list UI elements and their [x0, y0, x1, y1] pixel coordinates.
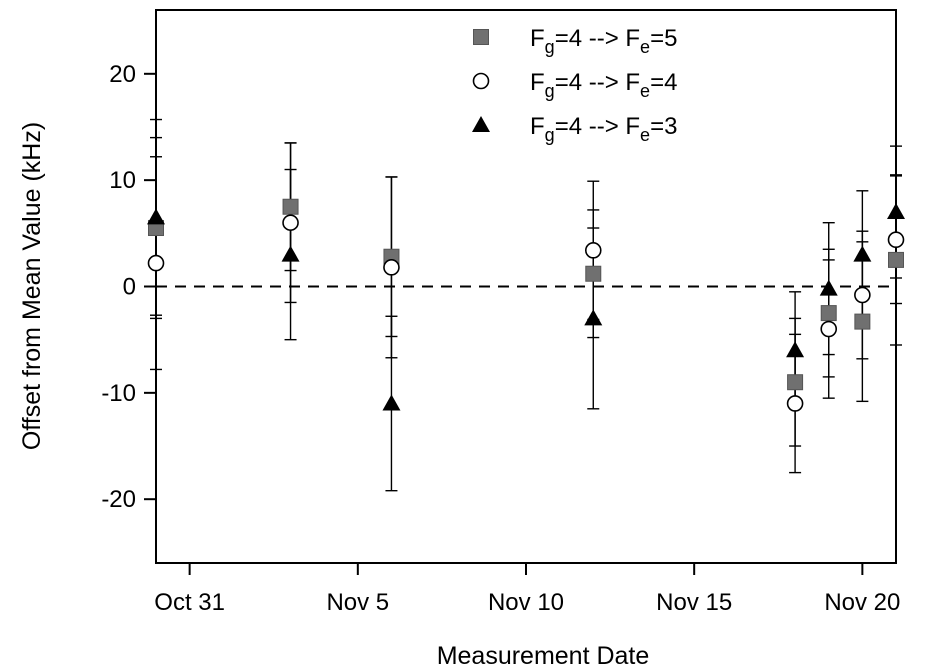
legend-circle-marker [472, 72, 490, 90]
triangle-point [819, 279, 838, 296]
square-point [282, 198, 299, 215]
y-tick-label: -20 [101, 486, 136, 513]
circle-point [854, 286, 871, 304]
legend-item: Fg=4 --> Fe=3 [472, 113, 677, 145]
legend-item: Fg=4 --> Fe=5 [473, 25, 677, 57]
legend-label: Fg=4 --> Fe=5 [530, 25, 677, 57]
legend-item: Fg=4 --> Fe=4 [472, 69, 677, 101]
circle-point [887, 231, 905, 249]
triangle-point [147, 208, 165, 225]
square-point [585, 265, 602, 282]
circle-point [147, 254, 165, 272]
x-axis-label: Measurement Date [437, 642, 650, 670]
triangle-point [584, 309, 603, 326]
series-triangle-points [147, 203, 905, 411]
triangle-point [853, 245, 872, 262]
circle-point [282, 214, 299, 231]
y-axis-label: Offset from Mean Value (kHz) [18, 122, 46, 450]
legend-triangle-marker [472, 116, 490, 132]
y-tick-label: -10 [101, 380, 136, 407]
x-tick-label: Nov 20 [824, 589, 900, 616]
square-point [888, 251, 904, 268]
triangle-point [786, 341, 805, 358]
triangle-point [887, 203, 905, 220]
legend-label: Fg=4 --> Fe=4 [530, 69, 677, 101]
square-point [787, 374, 804, 391]
legend-square-marker [473, 29, 489, 45]
square-point [820, 305, 837, 322]
series-triangle [150, 118, 902, 492]
series-square-points [148, 198, 904, 391]
x-tick-label: Nov 5 [326, 589, 389, 616]
square-point [854, 313, 871, 330]
circle-point [820, 320, 838, 338]
x-tick-label: Nov 10 [488, 589, 564, 616]
y-tick-label: 0 [123, 274, 136, 301]
circle-point [786, 395, 804, 412]
x-tick-label: Oct 31 [154, 589, 225, 616]
triangle-point [281, 245, 300, 262]
y-tick-label: 20 [109, 61, 136, 88]
legend-label: Fg=4 --> Fe=3 [530, 113, 677, 145]
y-tick-label: 10 [109, 167, 136, 194]
series-circle-points [147, 214, 905, 412]
series-circle [150, 142, 902, 474]
x-tick-label: Nov 15 [656, 589, 732, 616]
circle-point [383, 259, 400, 276]
triangle-point [382, 394, 401, 411]
circle-point [584, 242, 602, 259]
